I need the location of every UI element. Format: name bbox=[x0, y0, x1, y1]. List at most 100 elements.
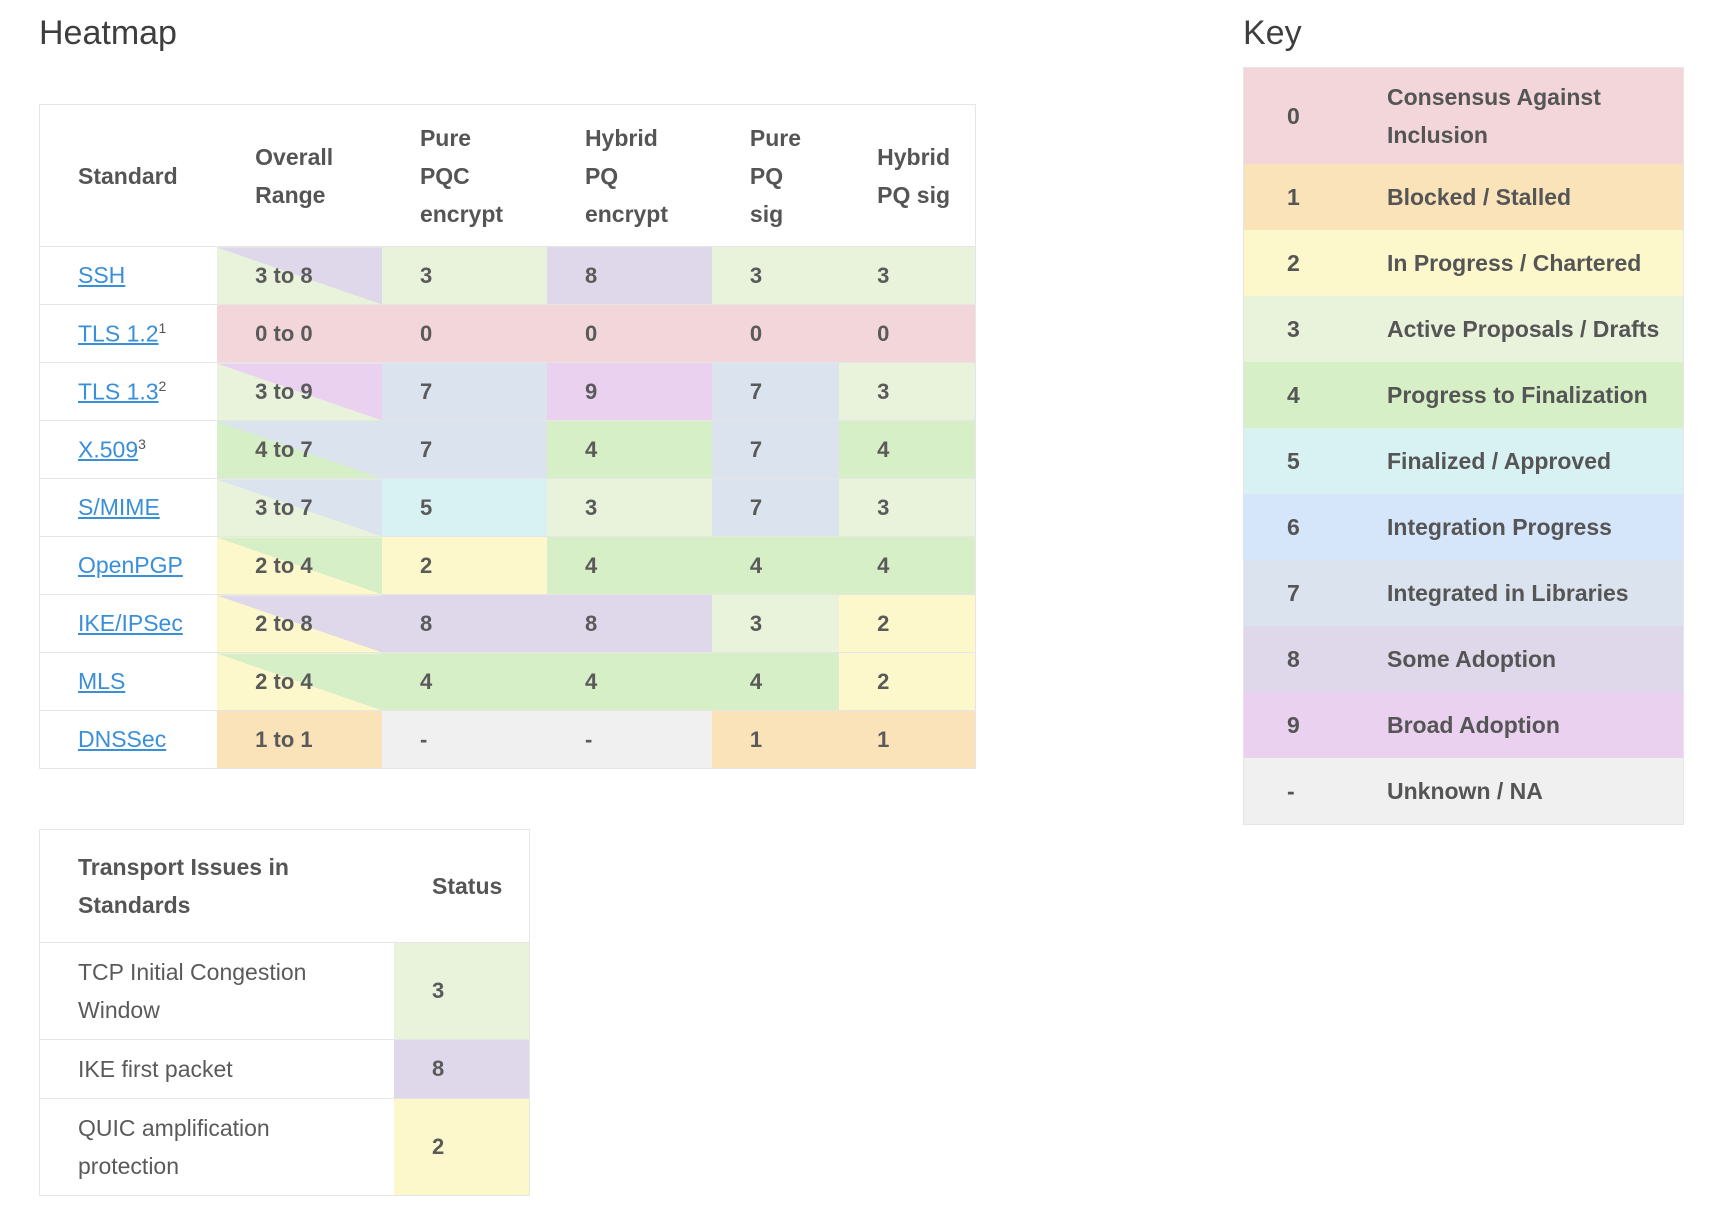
key-value: 2 bbox=[1287, 250, 1300, 276]
key-row: 5 Finalized / Approved bbox=[1243, 428, 1684, 494]
transport-issue-cell: TCP Initial Congestion Window bbox=[39, 942, 394, 1040]
key-label: Finalized / Approved bbox=[1387, 448, 1612, 474]
hybrid-pq-encrypt-cell: 0 bbox=[546, 304, 712, 363]
key-row: 8 Some Adoption bbox=[1243, 626, 1684, 692]
standard-cell: TLS 1.21 bbox=[39, 304, 218, 363]
standard-link[interactable]: X.509 bbox=[78, 436, 139, 463]
standard-link[interactable]: TLS 1.2 bbox=[78, 320, 159, 347]
hybrid-pq-sig-cell: 2 bbox=[839, 652, 976, 711]
standard-link[interactable]: TLS 1.3 bbox=[78, 378, 159, 405]
hybrid-pq-encrypt-cell: - bbox=[546, 710, 712, 769]
key-row: - Unknown / NA bbox=[1243, 758, 1684, 825]
standard-cell: SSH bbox=[39, 246, 218, 305]
key-row: 7 Integrated in Libraries bbox=[1243, 560, 1684, 626]
transport-status-cell: 8 bbox=[394, 1039, 530, 1099]
standard-cell: TLS 1.32 bbox=[39, 362, 218, 421]
overall-range-cell: 3 to 8 bbox=[217, 246, 382, 305]
key-row: 6 Integration Progress bbox=[1243, 494, 1684, 560]
hybrid-pq-encrypt-cell: 4 bbox=[546, 536, 712, 595]
key-label: Consensus Against Inclusion bbox=[1387, 84, 1601, 148]
key-row: 4 Progress to Finalization bbox=[1243, 362, 1684, 428]
standard-cell: OpenPGP bbox=[39, 536, 218, 595]
pure-pq-sig-cell: 3 bbox=[711, 594, 840, 653]
hybrid-pq-encrypt-cell: 8 bbox=[546, 246, 712, 305]
pure-pq-sig-cell: 4 bbox=[711, 536, 840, 595]
overall-range-cell: 2 to 8 bbox=[217, 594, 382, 653]
overall-range-cell: 1 to 1 bbox=[217, 710, 382, 769]
pure-pq-sig-cell: 7 bbox=[711, 420, 840, 479]
table-row: QUIC amplification protection 2 bbox=[40, 1098, 530, 1196]
pure-pqc-encrypt-cell: 8 bbox=[381, 594, 547, 653]
hybrid-pq-sig-cell: 2 bbox=[839, 594, 976, 653]
key-label: Integration Progress bbox=[1387, 514, 1612, 540]
hybrid-pq-sig-cell: 1 bbox=[839, 710, 976, 769]
hybrid-pq-encrypt-cell: 3 bbox=[546, 478, 712, 537]
key-label: Integrated in Libraries bbox=[1387, 580, 1629, 606]
pure-pq-sig-cell: 0 bbox=[711, 304, 840, 363]
pure-pq-sig-cell: 7 bbox=[711, 478, 840, 537]
key-label: Active Proposals / Drafts bbox=[1387, 316, 1660, 342]
overall-range-cell: 3 to 9 bbox=[217, 362, 382, 421]
pure-pqc-encrypt-cell: - bbox=[381, 710, 547, 769]
standard-link[interactable]: S/MIME bbox=[78, 494, 160, 520]
heatmap-header-row: Standard Overall Range Pure PQC encrypt … bbox=[39, 104, 976, 247]
header-status: Status bbox=[394, 829, 530, 943]
key-row: 9 Broad Adoption bbox=[1243, 692, 1684, 758]
key-value: 0 bbox=[1287, 103, 1300, 129]
pure-pqc-encrypt-cell: 2 bbox=[381, 536, 547, 595]
key-row: 0 Consensus Against Inclusion bbox=[1243, 67, 1684, 164]
key-label: Unknown / NA bbox=[1387, 778, 1543, 804]
pure-pq-sig-cell: 7 bbox=[711, 362, 840, 421]
transport-issue-cell: QUIC amplification protection bbox=[78, 1115, 270, 1179]
heatmap-title: Heatmap bbox=[39, 14, 177, 52]
key-value: - bbox=[1287, 778, 1295, 804]
header-standard: Standard bbox=[39, 104, 218, 247]
pure-pqc-encrypt-cell: 7 bbox=[381, 420, 547, 479]
standard-link[interactable]: SSH bbox=[78, 262, 126, 288]
key-value: 1 bbox=[1287, 184, 1300, 210]
standard-link[interactable]: IKE/IPSec bbox=[78, 610, 183, 636]
standard-link[interactable]: OpenPGP bbox=[78, 552, 183, 578]
transport-issues-table: Transport Issues in Standards Status TCP… bbox=[39, 829, 530, 1196]
pure-pq-sig-cell: 1 bbox=[711, 710, 840, 769]
header-hybrid-pq-sig: Hybrid PQ sig bbox=[839, 104, 976, 247]
pure-pqc-encrypt-cell: 5 bbox=[381, 478, 547, 537]
hybrid-pq-encrypt-cell: 4 bbox=[546, 652, 712, 711]
pure-pqc-encrypt-cell: 3 bbox=[381, 246, 547, 305]
key-value: 4 bbox=[1287, 382, 1300, 408]
pure-pqc-encrypt-cell: 7 bbox=[381, 362, 547, 421]
footnote-marker: 1 bbox=[158, 319, 167, 336]
overall-range-cell: 4 to 7 bbox=[217, 420, 382, 479]
key-row: 1 Blocked / Stalled bbox=[1243, 164, 1684, 230]
key-label: Blocked / Stalled bbox=[1387, 184, 1572, 210]
overall-range-cell: 2 to 4 bbox=[217, 652, 382, 711]
hybrid-pq-sig-cell: 3 bbox=[839, 246, 976, 305]
key-label: In Progress / Chartered bbox=[1387, 250, 1642, 276]
hybrid-pq-encrypt-cell: 4 bbox=[546, 420, 712, 479]
key-value: 6 bbox=[1287, 514, 1300, 540]
hybrid-pq-sig-cell: 0 bbox=[839, 304, 976, 363]
hybrid-pq-encrypt-cell: 8 bbox=[546, 594, 712, 653]
standard-link[interactable]: DNSSec bbox=[78, 726, 167, 752]
footnote-marker: 3 bbox=[138, 435, 146, 452]
key-value: 9 bbox=[1287, 712, 1300, 738]
key-value: 3 bbox=[1287, 316, 1300, 342]
key-label: Some Adoption bbox=[1387, 646, 1557, 672]
standard-cell: MLS bbox=[39, 652, 218, 711]
transport-issue-cell: IKE first packet bbox=[39, 1039, 394, 1099]
table-row: TCP Initial Congestion Window 3 bbox=[39, 942, 530, 1040]
pure-pq-sig-cell: 4 bbox=[711, 652, 840, 711]
standard-cell: IKE/IPSec bbox=[39, 594, 218, 653]
key-label: Progress to Finalization bbox=[1387, 382, 1648, 408]
table-row: IKE first packet 8 bbox=[39, 1039, 530, 1099]
standard-link[interactable]: MLS bbox=[78, 668, 126, 694]
transport-status-cell: 2 bbox=[394, 1098, 530, 1196]
